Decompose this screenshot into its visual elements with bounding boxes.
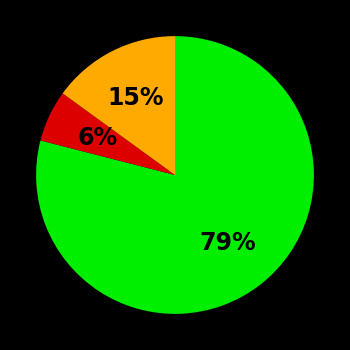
Wedge shape — [63, 36, 175, 175]
Text: 79%: 79% — [199, 231, 256, 255]
Wedge shape — [41, 93, 175, 175]
Text: 15%: 15% — [108, 86, 164, 110]
Wedge shape — [36, 36, 314, 314]
Text: 6%: 6% — [77, 126, 117, 150]
